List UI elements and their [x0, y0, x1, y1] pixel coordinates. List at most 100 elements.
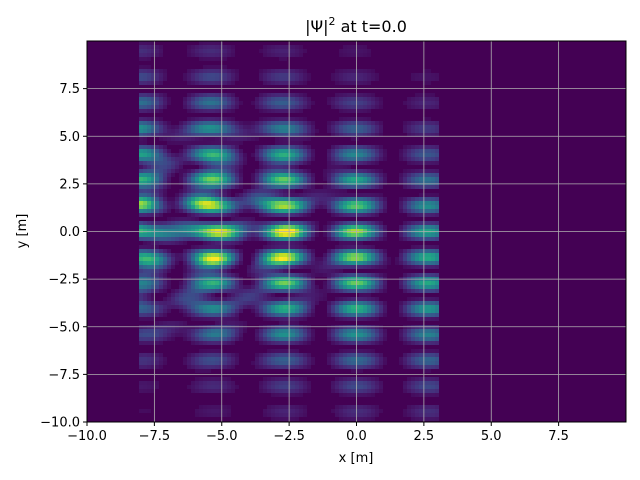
heatmap-cell	[371, 125, 375, 129]
heatmap-cell	[419, 93, 423, 97]
heatmap-cell	[375, 97, 379, 101]
heatmap-cell	[399, 209, 403, 213]
heatmap-cell	[231, 133, 235, 137]
heatmap-cell	[231, 137, 235, 141]
heatmap-cell	[351, 197, 355, 201]
heatmap-cell	[351, 193, 355, 197]
heatmap-cell	[235, 285, 239, 289]
heatmap-cell	[415, 281, 419, 285]
heatmap-cell	[231, 101, 235, 105]
heatmap-cell	[275, 153, 279, 157]
heatmap-cell	[291, 201, 295, 205]
heatmap-cell	[215, 45, 219, 49]
heatmap-cell	[283, 393, 287, 397]
heatmap-cell	[295, 405, 299, 409]
heatmap-cell	[379, 253, 383, 257]
heatmap-cell	[363, 49, 367, 53]
heatmap-cell	[435, 209, 439, 213]
heatmap-cell	[295, 245, 299, 249]
heatmap-cell	[331, 289, 335, 293]
heatmap-cell	[263, 261, 267, 265]
heatmap-cell	[191, 253, 195, 257]
heatmap-cell	[295, 337, 299, 341]
heatmap-cell	[343, 77, 347, 81]
heatmap-cell	[291, 133, 295, 137]
heatmap-cell	[163, 273, 167, 277]
heatmap-cell	[163, 221, 167, 225]
heatmap-cell	[431, 393, 435, 397]
heatmap-cell	[255, 261, 259, 265]
heatmap-cell	[207, 229, 211, 233]
heatmap-cell	[191, 153, 195, 157]
heatmap-cell	[279, 257, 283, 261]
heatmap-cell	[383, 265, 387, 269]
heatmap-cell	[379, 249, 383, 253]
heatmap-cell	[351, 109, 355, 113]
heatmap-cell	[219, 141, 223, 145]
heatmap-cell	[331, 225, 335, 229]
heatmap-cell	[335, 245, 339, 249]
heatmap-cell	[227, 313, 231, 317]
heatmap-cell	[227, 301, 231, 305]
heatmap-cell	[331, 381, 335, 385]
heatmap-cell	[351, 185, 355, 189]
heatmap-cell	[355, 313, 359, 317]
heatmap-cell	[211, 221, 215, 225]
heatmap-cell	[259, 293, 263, 297]
heatmap-cell	[175, 137, 179, 141]
heatmap-cell	[167, 249, 171, 253]
heatmap-cell	[207, 273, 211, 277]
heatmap-cell	[415, 317, 419, 321]
heatmap-cell	[315, 289, 319, 293]
heatmap-cell	[199, 297, 203, 301]
heatmap-cell	[399, 233, 403, 237]
heatmap-cell	[423, 353, 427, 357]
heatmap-cell	[355, 285, 359, 289]
heatmap-cell	[159, 81, 163, 85]
heatmap-cell	[279, 417, 283, 421]
heatmap-cell	[283, 73, 287, 77]
heatmap-cell	[167, 305, 171, 309]
heatmap-cell	[239, 197, 243, 201]
heatmap-cell	[359, 149, 363, 153]
heatmap-cell	[139, 125, 143, 129]
heatmap-cell	[359, 249, 363, 253]
heatmap-cell	[379, 149, 383, 153]
heatmap-cell	[139, 69, 143, 73]
heatmap-cell	[283, 169, 287, 173]
heatmap-cell	[219, 93, 223, 97]
heatmap-cell	[351, 97, 355, 101]
heatmap-cell	[411, 77, 415, 81]
heatmap-cell	[279, 237, 283, 241]
heatmap-cell	[219, 225, 223, 229]
heatmap-cell	[339, 341, 343, 345]
heatmap-cell	[419, 417, 423, 421]
heatmap-cell	[355, 49, 359, 53]
heatmap-cell	[215, 49, 219, 53]
heatmap-cell	[183, 205, 187, 209]
heatmap-cell	[155, 357, 159, 361]
heatmap-cell	[275, 121, 279, 125]
heatmap-cell	[259, 165, 263, 169]
heatmap-cell	[139, 265, 143, 269]
y-tick-label: −10.0	[40, 416, 80, 431]
heatmap-cell	[431, 193, 435, 197]
heatmap-cell	[283, 69, 287, 73]
heatmap-cell	[279, 261, 283, 265]
heatmap-cell	[339, 237, 343, 241]
heatmap-cell	[147, 273, 151, 277]
heatmap-cell	[379, 341, 383, 345]
heatmap-cell	[399, 157, 403, 161]
heatmap-cell	[183, 241, 187, 245]
heatmap-cell	[307, 157, 311, 161]
heatmap-cell	[171, 293, 175, 297]
heatmap-cell	[147, 193, 151, 197]
heatmap-cell	[299, 117, 303, 121]
heatmap-cell	[335, 285, 339, 289]
heatmap-cell	[435, 349, 439, 353]
heatmap-cell	[203, 101, 207, 105]
heatmap-cell	[227, 97, 231, 101]
heatmap-cell	[403, 149, 407, 153]
heatmap-cell	[339, 349, 343, 353]
heatmap-cell	[331, 265, 335, 269]
